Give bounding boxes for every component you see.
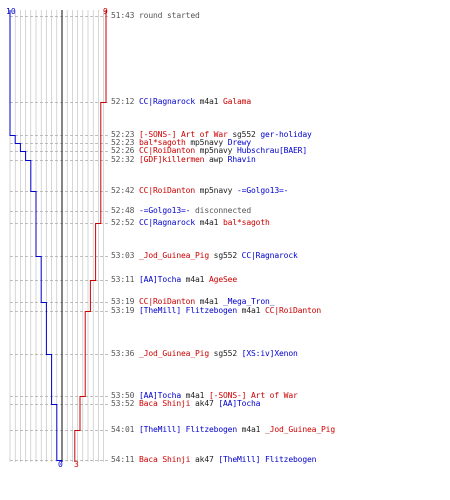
event-attacker: CC|RoiDanton xyxy=(139,186,200,195)
event-row: 52:52 CC|Ragnarock m4a1 bal*sagoth xyxy=(111,219,270,227)
event-attacker: bal*sagoth xyxy=(139,138,191,147)
event-attacker: CC|Ragnarock xyxy=(139,218,200,227)
timeline-grid xyxy=(9,10,104,462)
event-row: 54:01 [TheMill] Flitzebogen m4a1 _Jod_Gu… xyxy=(111,426,335,434)
event-victim: AgeSee xyxy=(209,275,238,284)
event-attacker: [AA]Tocha xyxy=(139,391,186,400)
event-row: 53:52 Baca Shinji ak47 [AA]Tocha xyxy=(111,400,260,408)
blue-team-line xyxy=(9,10,63,462)
event-time: 53:03 xyxy=(111,251,139,260)
event-attacker: CC|RoiDanton xyxy=(139,146,200,155)
event-weapon: m4a1 xyxy=(241,306,266,315)
event-victim: _Jod_Guinea_Pig xyxy=(265,425,336,434)
blue-start-count: 10 xyxy=(6,7,16,16)
event-player: -=Golgo13=- xyxy=(139,206,195,215)
event-time: 52:26 xyxy=(111,146,139,155)
event-weapon: ak47 xyxy=(195,455,219,464)
red-team-line xyxy=(74,10,107,462)
event-weapon: m4a1 xyxy=(199,297,224,306)
event-weapon: m4a1 xyxy=(199,218,224,227)
event-row: 53:03 _Jod_Guinea_Pig sg552 CC|Ragnarock xyxy=(111,252,298,260)
event-victim: Rhavin xyxy=(227,155,256,164)
event-row: 53:50 [AA]Tocha m4a1 [-SONS-] Art of War xyxy=(111,392,298,400)
event-weapon: mp5navy xyxy=(199,146,238,155)
red-start-count: 9 xyxy=(103,7,108,16)
event-weapon: awp xyxy=(209,155,228,164)
event-weapon: sg552 xyxy=(213,349,242,358)
event-weapon: sg552 xyxy=(232,130,261,139)
event-time: 53:19 xyxy=(111,306,139,315)
event-attacker: _Jod_Guinea_Pig xyxy=(139,349,214,358)
event-time: 52:12 xyxy=(111,97,139,106)
event-weapon: mp5navy xyxy=(199,186,238,195)
event-time: 52:48 xyxy=(111,206,139,215)
event-victim: [AA]Tocha xyxy=(218,399,261,408)
event-victim: -=Golgo13=- xyxy=(237,186,289,195)
event-row: 53:36 _Jod_Guinea_Pig sg552 [XS:iv]Xenon xyxy=(111,350,298,358)
event-time: 51:43 xyxy=(111,11,139,20)
event-row: 52:42 CC|RoiDanton mp5navy -=Golgo13=- xyxy=(111,186,289,195)
event-attacker: CC|RoiDanton xyxy=(139,297,200,306)
event-weapon: m4a1 xyxy=(199,97,224,106)
event-row: 53:19 [TheMill] Flitzebogen m4a1 CC|RoiD… xyxy=(111,307,321,315)
event-victim: CC|RoiDanton xyxy=(265,306,322,315)
event-attacker: [TheMill] Flitzebogen xyxy=(139,306,242,315)
blue-end-count: 0 xyxy=(58,460,63,469)
event-row: 53:11 [AA]Tocha m4a1 AgeSee xyxy=(111,276,237,284)
event-row: 51:43 round started xyxy=(111,12,200,20)
event-victim: _Mega_Tron_ xyxy=(223,297,275,306)
event-attacker: [-SONS-] Art of War xyxy=(139,130,233,139)
event-victim: ger-holiday xyxy=(260,130,312,139)
event-victim: [TheMill] Flitzebogen xyxy=(218,455,317,464)
event-weapon: m4a1 xyxy=(185,391,210,400)
event-time: 53:50 xyxy=(111,391,139,400)
event-victim: Hubschrau[BAER] xyxy=(237,146,308,155)
event-attacker: [TheMill] Flitzebogen xyxy=(139,425,242,434)
event-attacker: CC|Ragnarock xyxy=(139,97,200,106)
event-time: 52:32 xyxy=(111,155,139,164)
event-row: 52:32 [GDF]killermen awp Rhavin xyxy=(111,156,256,164)
event-time: 52:52 xyxy=(111,218,139,227)
event-victim: Galama xyxy=(223,97,252,106)
event-attacker: Baca Shinji xyxy=(139,399,195,408)
event-row: 52:48 -=Golgo13=- disconnected xyxy=(111,207,251,215)
event-row: 52:12 CC|Ragnarock m4a1 Galama xyxy=(111,98,251,106)
event-time: 52:23 xyxy=(111,138,139,147)
event-row: 52:23 [-SONS-] Art of War sg552 ger-holi… xyxy=(111,131,312,139)
event-weapon: sg552 xyxy=(213,251,242,260)
event-row: 52:23 bal*sagoth mp5navy Drewy xyxy=(111,139,251,147)
event-message: disconnected xyxy=(195,206,251,215)
event-attacker: _Jod_Guinea_Pig xyxy=(139,251,214,260)
event-attacker: [AA]Tocha xyxy=(139,275,186,284)
event-time: 52:42 xyxy=(111,186,139,195)
event-weapon: m4a1 xyxy=(185,275,210,284)
event-time: 53:19 xyxy=(111,297,139,306)
event-time: 53:52 xyxy=(111,399,139,408)
event-attacker: [GDF]killermen xyxy=(139,155,209,164)
event-attacker: Baca Shinji xyxy=(139,455,195,464)
event-time: 54:11 xyxy=(111,455,139,464)
event-time: 53:36 xyxy=(111,349,139,358)
event-time: 53:11 xyxy=(111,275,139,284)
event-victim: CC|Ragnarock xyxy=(241,251,298,260)
event-victim: Drewy xyxy=(227,138,252,147)
red-end-count: 3 xyxy=(74,460,79,469)
event-victim: [XS:iv]Xenon xyxy=(241,349,298,358)
event-victim: bal*sagoth xyxy=(223,218,270,227)
event-weapon: mp5navy xyxy=(190,138,228,147)
event-weapon: m4a1 xyxy=(241,425,266,434)
event-victim: [-SONS-] Art of War xyxy=(209,391,298,400)
event-row: 54:11 Baca Shinji ak47 [TheMill] Flitzeb… xyxy=(111,456,316,464)
player-count-timeline xyxy=(9,10,108,462)
event-row: 53:19 CC|RoiDanton m4a1 _Mega_Tron_ xyxy=(111,297,275,306)
event-row: 52:26 CC|RoiDanton mp5navy Hubschrau[BAE… xyxy=(111,147,307,155)
event-time: 52:23 xyxy=(111,130,139,139)
event-time: 54:01 xyxy=(111,425,139,434)
event-weapon: ak47 xyxy=(195,399,219,408)
event-message: round started xyxy=(139,11,200,20)
